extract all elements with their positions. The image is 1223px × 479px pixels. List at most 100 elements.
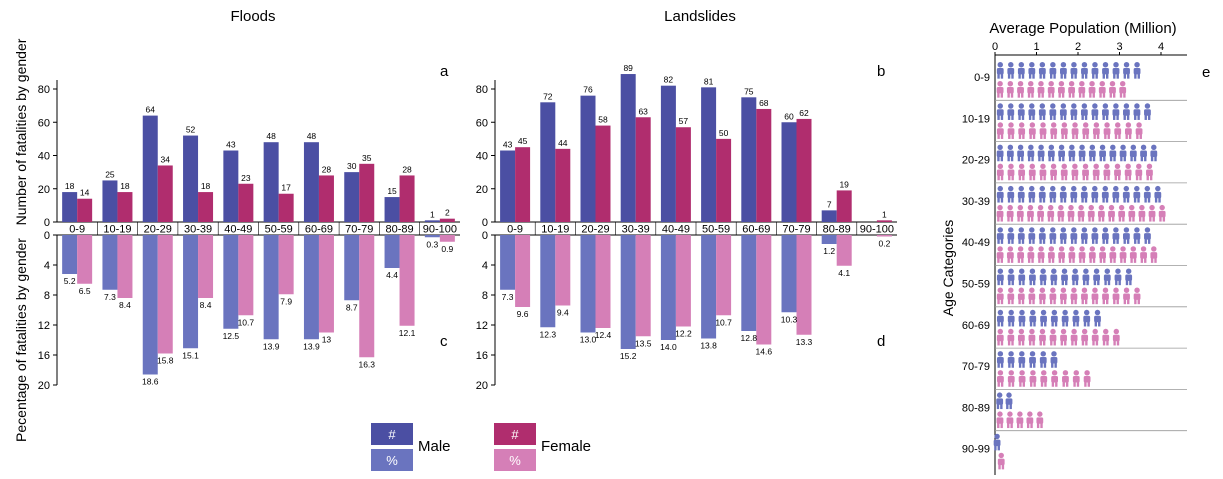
person-icon (1018, 163, 1026, 181)
person-icon (1109, 246, 1117, 263)
person-icon (1070, 185, 1078, 203)
panel-label-e: e (1202, 64, 1210, 81)
person-icon (1122, 185, 1130, 203)
person-icon (1016, 411, 1024, 429)
y-tick-label: 0 (482, 230, 488, 242)
person-icon (1049, 287, 1057, 305)
data-label-male-percent: 5.2 (64, 276, 76, 286)
y-tick-label: 16 (38, 350, 50, 362)
person-icon (1103, 122, 1111, 139)
person-icon (1040, 370, 1048, 387)
person-icon (996, 328, 1004, 346)
data-label-female-percent: 8.4 (200, 300, 212, 310)
data-label-female-percent: 13.5 (635, 338, 652, 348)
person-icon (1101, 185, 1109, 203)
ylabel-age-categories: Age Categories (940, 220, 956, 317)
data-label-female-percent: 12.1 (399, 328, 416, 338)
person-icon (1102, 328, 1110, 346)
pictogram-male-row (996, 62, 1141, 79)
person-icon (1028, 163, 1036, 181)
person-icon (1028, 328, 1036, 346)
pictogram-female-row (996, 328, 1120, 346)
person-icon (1112, 227, 1120, 244)
person-icon (1080, 103, 1088, 120)
person-icon (996, 204, 1004, 222)
person-icon (1029, 309, 1037, 327)
person-icon (1101, 103, 1109, 120)
person-icon (1007, 185, 1015, 203)
y-tick-label: 40 (38, 151, 50, 163)
data-label-male-percent: 8.7 (346, 302, 358, 312)
bar-female-count (278, 193, 294, 222)
person-icon (1070, 328, 1078, 346)
data-label-female-percent: 12.4 (595, 330, 612, 340)
pictogram-male-row (996, 185, 1162, 203)
data-label-female-count: 19 (839, 179, 849, 189)
person-icon (1082, 122, 1090, 139)
person-icon (1018, 309, 1026, 327)
person-icon (1124, 122, 1132, 139)
data-label-female-percent: 6.5 (79, 286, 91, 296)
pictogram-female-row (997, 370, 1091, 387)
bar-male-percent (660, 235, 676, 340)
data-label-male-count: 60 (784, 111, 794, 121)
pictogram-male-row (996, 227, 1151, 244)
y-tick-label: 60-69 (962, 320, 990, 332)
bar-female-percent (515, 235, 531, 307)
person-icon (1091, 287, 1099, 305)
person-icon (1047, 144, 1055, 162)
person-icon (1154, 185, 1162, 203)
y-tick-label: 30-39 (962, 196, 990, 208)
data-label-male-percent: 18.6 (142, 377, 159, 387)
y-tick-label: 20 (38, 184, 50, 196)
data-label-male-percent: 12.5 (223, 331, 240, 341)
data-label-male-count: 43 (503, 140, 513, 150)
data-label-female-percent: 14.6 (756, 347, 773, 357)
person-icon (1080, 227, 1088, 244)
floods-chart: 0204060800481216200-918145.26.510-192518… (38, 80, 460, 392)
y-tick-label: 40 (476, 151, 488, 163)
person-icon (1070, 103, 1078, 120)
person-icon (1059, 103, 1067, 120)
person-icon (1133, 103, 1141, 120)
person-icon (1140, 144, 1147, 162)
person-icon (1103, 268, 1111, 286)
data-label-female-count: 34 (161, 154, 171, 164)
person-icon (1027, 144, 1035, 162)
person-icon (1006, 144, 1014, 162)
bar-male-percent (62, 235, 78, 274)
y-tick-label: 80-89 (962, 402, 990, 414)
y-tick-label: 60 (476, 117, 488, 129)
data-label-female-count: 28 (402, 164, 412, 174)
pictogram-female-row (996, 122, 1143, 139)
person-icon (1007, 163, 1015, 181)
person-icon (1146, 163, 1153, 181)
x-tick-label: 40-49 (224, 224, 252, 236)
person-icon (996, 392, 1004, 410)
person-icon (1017, 287, 1025, 305)
person-icon (1118, 204, 1126, 222)
person-icon (996, 227, 1004, 244)
y-tick-label: 12 (476, 320, 488, 332)
person-icon (1133, 287, 1141, 305)
person-icon (1109, 81, 1116, 98)
person-icon (996, 287, 1004, 305)
x-tick-label: 3 (1116, 41, 1122, 53)
bar-female-percent (595, 235, 611, 328)
person-icon (996, 351, 1004, 368)
person-icon (1017, 81, 1024, 98)
person-icon (1028, 287, 1036, 305)
person-icon (1029, 370, 1037, 387)
bar-male-percent (303, 235, 319, 340)
person-icon (1119, 81, 1127, 98)
bar-male-count (142, 115, 158, 222)
data-label-male-percent: 13.9 (263, 341, 280, 351)
person-icon (1112, 287, 1120, 305)
person-icon (1018, 122, 1026, 139)
person-icon (1144, 227, 1151, 244)
person-icon (1017, 227, 1025, 244)
bar-male-percent (741, 235, 757, 331)
person-icon (1114, 122, 1122, 139)
data-label-male-percent: 13.9 (303, 341, 320, 351)
